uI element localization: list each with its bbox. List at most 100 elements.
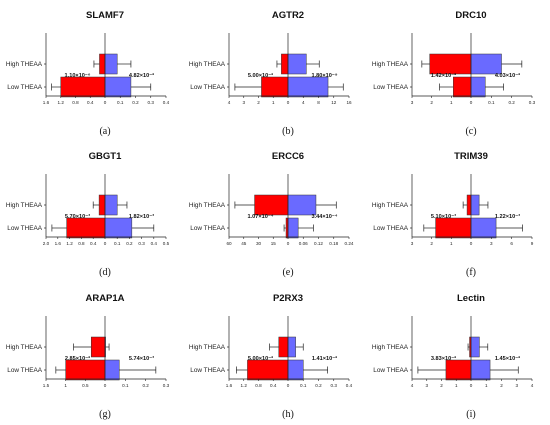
tick-label-left: 3 <box>411 100 414 105</box>
group-label-high: High THEAA <box>372 202 409 209</box>
p-value-left: 5.00×10⁻² <box>248 72 273 79</box>
bar-right-high <box>470 194 480 216</box>
tick-label-right: 0.1 <box>488 100 495 105</box>
tick-label-right: 8 <box>317 100 320 105</box>
bar-right-low <box>470 359 491 381</box>
tick-label-right: 1 <box>485 383 488 388</box>
bar-left-high <box>98 194 106 216</box>
p-value-right: 5.74×10⁻³ <box>129 355 154 362</box>
bar-right-low <box>287 217 299 239</box>
tick-label-left: 1 <box>450 241 453 246</box>
tick-label-right: 0.2 <box>508 100 515 105</box>
tick-label-right: 4 <box>302 100 305 105</box>
bar-left-high <box>278 336 289 358</box>
group-label-low: Low THEAA <box>7 225 42 232</box>
chart-panel-8: P2RX3 High THEAA Low THEAA 1.6 1.2 0.8 0.4 0 0.1… <box>189 293 353 420</box>
p-value-right: 4.03×10⁻² <box>495 72 520 79</box>
p-value-left: 5.10×10⁻³ <box>431 213 456 220</box>
bar-right-high <box>287 194 317 216</box>
tick-label-left: 0 <box>104 100 107 105</box>
p-value-right: 3.44×10⁻⁴ <box>311 214 337 220</box>
group-label-low: Low THEAA <box>373 367 408 374</box>
bar-right-high <box>104 194 118 216</box>
tick-label-left: 1.2 <box>66 241 73 246</box>
p-value-right: 1.22×10⁻³ <box>495 213 520 220</box>
tick-label-right: 0.5 <box>163 241 170 246</box>
bar-left-low <box>60 76 106 98</box>
chart-panel-9: Lectin High THEAA Low THEAA 4 3 2 1 0 1 2 3 4 3.83×1… <box>372 293 534 420</box>
bar-right-low <box>287 359 304 381</box>
tick-label-right: 0.18 <box>329 241 338 246</box>
tick-label-right: 0.3 <box>331 383 338 388</box>
tick-label-right: 0.12 <box>314 241 323 246</box>
tick-label-right: 0.3 <box>163 383 170 388</box>
tick-label-left: 1 <box>64 383 67 388</box>
chart-panel-3: DRC10 High THEAA Low THEAA 3 2 1 0 0.1 0.2 0.3 1.4… <box>372 10 536 137</box>
tick-label-right: 0.2 <box>142 383 149 388</box>
group-label-high: High THEAA <box>6 344 43 351</box>
p-value-right: 1.82×10⁻³ <box>129 213 154 220</box>
tick-label-left: 1.2 <box>241 383 248 388</box>
tick-label-left: 0 <box>287 241 290 246</box>
tick-label-right: 2 <box>500 383 503 388</box>
tick-label-right: 0.1 <box>117 100 124 105</box>
group-label-low: Low THEAA <box>7 367 42 374</box>
group-label-high: High THEAA <box>372 61 409 68</box>
group-label-low: Low THEAA <box>190 225 225 232</box>
tick-label-left: 45 <box>241 241 247 246</box>
chart-title: GBGT1 <box>89 151 122 162</box>
panel-label: (i) <box>466 409 475 420</box>
tick-label-right: 0.3 <box>529 100 536 105</box>
tick-label-right: 0.1 <box>122 383 129 388</box>
tick-label-left: 4 <box>411 383 414 388</box>
tick-label-left: 1 <box>450 100 453 105</box>
tick-label-right: 0.4 <box>346 383 353 388</box>
tick-label-right: 4 <box>531 383 534 388</box>
tick-label-right: 9 <box>531 241 534 246</box>
bar-right-low <box>104 217 133 239</box>
group-label-high: High THEAA <box>189 202 226 209</box>
tick-label-left: 0 <box>287 383 290 388</box>
tick-label-right: 0.2 <box>126 241 133 246</box>
tick-label-left: 0.8 <box>255 383 262 388</box>
p-value-left: 5.00×10⁻² <box>248 355 273 362</box>
chart-panel-1: SLAMF7 High THEAA Low THEAA 1.6 1.2 0.8 0.4 0 0.… <box>6 10 170 137</box>
chart-panel-6: TRIM39 High THEAA Low THEAA 3 2 1 0 3 6 9 5.10×10⁻… <box>372 151 534 278</box>
p-value-right: 1.45×10⁻² <box>495 355 520 362</box>
p-value-right: 1.80×10⁻⁹ <box>312 73 338 79</box>
bar-left-low <box>261 76 289 98</box>
group-label-low: Low THEAA <box>7 84 42 91</box>
bar-right-low <box>470 217 497 239</box>
tick-label-right: 0.4 <box>163 100 170 105</box>
p-value-right: 1.41×10⁻² <box>312 355 337 362</box>
tick-label-left: 1.6 <box>226 383 233 388</box>
p-value-left: 1.10×10⁻⁶ <box>65 73 91 79</box>
tick-label-left: 3 <box>411 241 414 246</box>
chart-title: SLAMF7 <box>86 10 124 21</box>
chart-title: P2RX3 <box>273 293 303 304</box>
tick-label-right: 3 <box>490 241 493 246</box>
tick-label-left: 0 <box>470 100 473 105</box>
tick-label-left: 0 <box>104 241 107 246</box>
bar-right-low <box>104 76 132 98</box>
panel-label: (f) <box>466 267 476 278</box>
group-label-low: Low THEAA <box>190 84 225 91</box>
chart-title: TRIM39 <box>454 151 488 162</box>
panel-label: (h) <box>282 409 294 420</box>
tick-label-left: 1 <box>455 383 458 388</box>
panel-label: (c) <box>465 126 476 137</box>
tick-label-right: 0.4 <box>151 241 158 246</box>
tick-label-right: 12 <box>331 100 337 105</box>
bar-right-high <box>470 53 502 75</box>
chart-panel-5: ERCC6 High THEAA Low THEAA 60 45 30 15 0 0.06 0.1… <box>189 151 354 278</box>
bar-left-high <box>281 53 289 75</box>
chart-title: DRC10 <box>455 10 486 21</box>
bar-left-low <box>435 217 472 239</box>
bar-right-low <box>470 76 486 98</box>
tick-label-left: 0 <box>470 241 473 246</box>
bar-left-low <box>247 359 289 381</box>
bar-left-low <box>453 76 472 98</box>
tick-label-left: 2 <box>430 100 433 105</box>
tick-label-right: 0.2 <box>132 100 139 105</box>
